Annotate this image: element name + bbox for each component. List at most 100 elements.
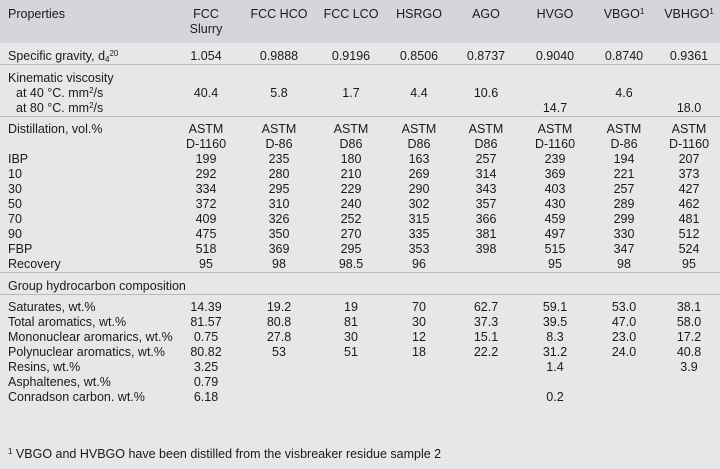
row-label-text: 30 [8, 182, 22, 196]
table-row: at 40 °C. mm2/s 40.4 5.8 1.7 4.4 10.6 4.6 [0, 86, 720, 101]
header-blank [0, 22, 170, 38]
column-header-line2 [242, 22, 316, 38]
row-label-text: IBP [8, 152, 29, 166]
table-cell: 295 [340, 242, 362, 256]
label-suffix: /s [93, 85, 104, 100]
table-cell: 98 [617, 257, 631, 271]
row-label-text: Distillation, vol.% [8, 122, 103, 136]
table-cell: 427 [678, 182, 700, 196]
table-row: Asphaltenes, wt.% 0.79 [0, 375, 720, 390]
table-cell: 3.9 [680, 360, 698, 374]
table-cell [316, 101, 386, 117]
table-cell: 353 [408, 242, 430, 256]
table-cell [590, 390, 658, 405]
table-cell: 524 [678, 242, 700, 256]
table-cell: 95 [548, 257, 562, 271]
table-cell: 14.7 [542, 100, 568, 115]
table-cell: D-86 [265, 137, 293, 151]
table-cell: 310 [268, 197, 290, 211]
table-cell: 1.4 [546, 360, 564, 374]
row-label-text: Asphaltenes, wt.% [8, 375, 111, 389]
table-cell: 18 [412, 345, 426, 359]
column-header-line2 [452, 22, 520, 38]
table-cell [452, 101, 520, 117]
column-header-text: HVGO [536, 7, 574, 21]
row-label: 50 [0, 197, 170, 212]
table-cell [520, 71, 590, 86]
table-row: Resins, wt.% 3.25 1.4 3.9 [0, 360, 720, 375]
table-cell [170, 71, 242, 86]
table-cell: 302 [408, 197, 430, 211]
table-cell: 80.82 [190, 345, 222, 359]
row-label: Distillation, vol.% [0, 122, 170, 137]
table-cell [658, 390, 720, 405]
column-header-text: FCC [193, 7, 219, 21]
row-label-text: at 80 °C. mm [16, 100, 90, 115]
table-cell: 47.0 [611, 315, 637, 329]
table-cell [658, 86, 720, 101]
row-label-text: 90 [8, 227, 22, 241]
table-cell: 24.0 [611, 345, 637, 359]
table-cell: 0.8506 [399, 49, 439, 63]
table-cell [316, 375, 386, 390]
table-cell: 292 [195, 167, 217, 181]
table-cell: 6.18 [193, 390, 219, 404]
table-row: at 80 °C. mm2/s 14.7 18.0 [0, 101, 720, 117]
column-header: VBHGO1 [658, 0, 720, 22]
label-subscript: 4 [105, 55, 110, 64]
table-cell: 0.9361 [669, 49, 709, 63]
table-cell: 27.8 [266, 330, 292, 344]
table-cell: 3.25 [193, 360, 219, 374]
table-cell [590, 101, 658, 117]
table-cell: 207 [678, 152, 700, 166]
table-cell: 347 [613, 242, 635, 256]
table-row: Kinematic viscosity [0, 71, 720, 86]
table-cell [520, 86, 590, 101]
table-row: Recovery 95 98 98.5 96 95 98 95 [0, 257, 720, 273]
table-cell: D-86 [610, 137, 638, 151]
table-cell [590, 375, 658, 390]
table-cell [386, 71, 452, 86]
table-row: 70 409 326 252 315 366 459 299 481 [0, 212, 720, 227]
table-cell: 373 [678, 167, 700, 181]
table-cell: 39.5 [542, 315, 568, 329]
table-cell: 240 [340, 197, 362, 211]
table-cell: 335 [408, 227, 430, 241]
table-cell [452, 390, 520, 405]
table-cell: 430 [544, 197, 566, 211]
table-cell: 23.0 [611, 330, 637, 344]
table-cell: 18.0 [676, 100, 702, 115]
table-cell: 372 [195, 197, 217, 211]
table-cell: 0.2 [546, 390, 564, 404]
table-cell [242, 375, 316, 390]
table-cell: 299 [613, 212, 635, 226]
table-cell: 15.1 [473, 330, 499, 344]
row-label-text: Group hydrocarbon composition [8, 278, 186, 293]
column-header: FCC [170, 0, 242, 22]
row-label: IBP [0, 152, 170, 167]
row-label: 10 [0, 167, 170, 182]
row-label: Kinematic viscosity [0, 71, 170, 86]
table-cell: 398 [475, 242, 497, 256]
table-row: 90 475 350 270 335 381 497 330 512 [0, 227, 720, 242]
table-cell [520, 375, 590, 390]
table-cell: 257 [613, 182, 635, 196]
column-header-line2 [316, 22, 386, 38]
table-cell: 350 [268, 227, 290, 241]
table-row: Total aromatics, wt.% 81.57 80.8 81 30 37.3 39… [0, 315, 720, 330]
header-properties: Properties [0, 0, 170, 22]
table-cell: 98 [272, 257, 286, 271]
column-header-text: VBHGO [664, 7, 710, 21]
column-header: HVGO [520, 0, 590, 22]
row-label-text: Kinematic viscosity [8, 70, 114, 85]
table-cell: 80.8 [266, 315, 292, 329]
label-superscript: 2 [89, 85, 94, 95]
table-cell: 17.2 [676, 330, 702, 344]
table-cell: D86 [339, 137, 363, 151]
table-cell: 334 [195, 182, 217, 196]
table-cell: 95 [682, 257, 696, 271]
table-cell: 481 [678, 212, 700, 226]
table-cell: 290 [408, 182, 430, 196]
table-cell: ASTM [261, 122, 297, 136]
table-cell: ASTM [606, 122, 642, 136]
